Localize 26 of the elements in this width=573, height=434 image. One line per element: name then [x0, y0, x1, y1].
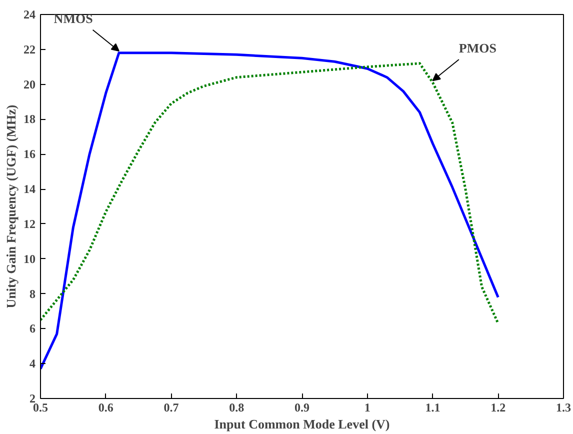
annotation: PMOS [458, 40, 496, 56]
line-series [40, 62, 500, 325]
y-axis-title: Unity Gain Frequency (UGF) (MHz) [4, 104, 18, 308]
x-tick-label: 0.9 [294, 400, 310, 414]
line-series [40, 52, 500, 370]
y-tick-label: 18 [24, 112, 36, 126]
y-tick-label: 4 [30, 356, 36, 371]
y-tick-label: 20 [24, 77, 36, 92]
annotation: NMOS [54, 11, 93, 26]
y-tick-label: 14 [24, 182, 36, 196]
y-tick-label: 6 [30, 322, 36, 336]
x-tick-label: 0.5 [33, 400, 48, 414]
x-tick-label: 1.1 [425, 400, 440, 414]
x-axis-title: Input Common Mode Level (V) [214, 416, 390, 432]
x-tick-label: 0.8 [229, 400, 244, 414]
x-tick-label: 0.7 [164, 400, 179, 414]
x-tick-label: 1.2 [490, 400, 506, 414]
y-tick-label: 10 [24, 252, 36, 266]
x-tick-label: 1 [364, 400, 370, 414]
y-tick-label: 12 [24, 216, 36, 231]
x-tick-label: 1.3 [556, 400, 571, 414]
x-tick-label: 0.6 [98, 400, 114, 414]
y-tick-label: 8 [30, 286, 36, 301]
y-tick-label: 16 [24, 147, 36, 162]
y-tick-label: 22 [24, 42, 36, 56]
y-tick-label: 24 [24, 8, 36, 22]
